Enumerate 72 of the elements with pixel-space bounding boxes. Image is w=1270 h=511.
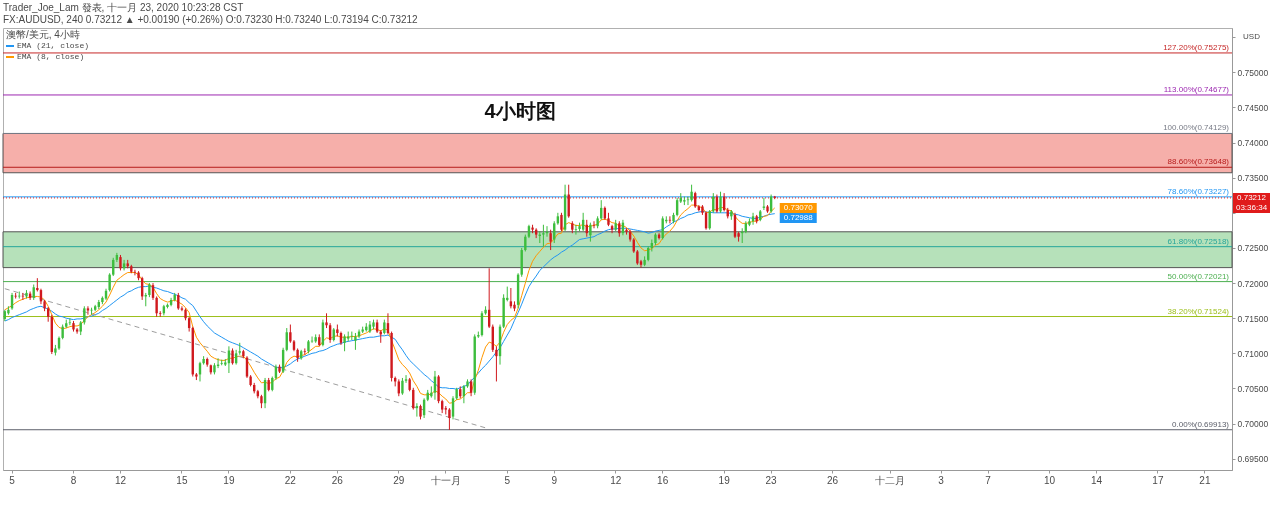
x-tick-label: 3: [938, 474, 945, 486]
candlestick: [75, 327, 79, 335]
y-tick-label: 0.71000: [1237, 348, 1269, 359]
x-tick-label: 十一月: [430, 474, 461, 486]
x-tick-label: 十二月: [875, 474, 906, 486]
ref-line-label: 0.73212 03:36:34: [1235, 192, 1268, 212]
candlestick: [686, 196, 690, 206]
candlestick: [610, 224, 614, 234]
x-tick-label: 7: [985, 474, 992, 486]
data-label: 0.72988: [783, 212, 814, 222]
ref-line-label: 38.20%(0.71524): [1167, 306, 1230, 316]
x-tick-label: 10: [1043, 474, 1056, 486]
text: 4小时图: [484, 100, 556, 122]
x-tick-label: 23: [765, 474, 778, 486]
ref-line-label: 88.60%(0.73648): [1167, 157, 1230, 167]
ref-line-label: 0.00%(0.69913): [1172, 419, 1230, 429]
y-tick-label: 0.72500: [1237, 243, 1269, 254]
candlestick: [495, 345, 498, 382]
legend-label: EMA (21, close): [17, 41, 90, 50]
ref-line-label: 61.80%(0.72518): [1167, 236, 1230, 246]
candlestick: [560, 212, 563, 232]
ref-line-label: 78.60%(0.73227): [1167, 186, 1230, 196]
data-label: 0.73070: [783, 202, 814, 212]
x-tick-label: 12: [114, 474, 127, 486]
x-tick-label: 21: [1199, 474, 1211, 486]
candlestick: [83, 305, 86, 326]
y-axis-title: USD: [1243, 31, 1261, 41]
x-tick-label: 19: [223, 474, 235, 486]
x-tick-label: 14: [1090, 474, 1103, 486]
candlestick: [661, 215, 664, 241]
y-tick-label: 0.74500: [1237, 102, 1269, 113]
legend-title: 澳幣/美元, 4小時: [6, 29, 80, 40]
y-tick-label: 0.69500: [1237, 454, 1269, 465]
candlestick: [303, 347, 307, 356]
x-tick-label: 26: [331, 474, 344, 486]
x-tick-label: 19: [718, 474, 731, 486]
candlestick: [549, 229, 552, 251]
ref-line-label: 50.00%(0.72021): [1167, 271, 1230, 281]
candlestick: [68, 317, 72, 326]
x-tick-label: 29: [393, 474, 405, 486]
x-tick-label: 15: [176, 474, 188, 486]
ref-line-label: 113.00%(0.74677): [1163, 84, 1230, 94]
x-tick-label: 16: [657, 474, 669, 486]
x-tick-label: 26: [827, 474, 839, 486]
candlestick: [762, 197, 766, 211]
candlestick: [719, 191, 722, 214]
x-tick-label: 9: [551, 474, 558, 486]
ref-line-label: 127.20%(0.75275): [1163, 42, 1230, 52]
y-tick-label: 0.75000: [1237, 67, 1269, 78]
candlestick: [574, 224, 578, 236]
y-tick-label: 0.70000: [1237, 419, 1269, 430]
x-tick-label: 12: [610, 474, 622, 486]
candlestick: [542, 224, 545, 248]
candlestick: [668, 215, 672, 224]
y-tick-label: 0.74000: [1237, 138, 1269, 149]
y-tick-label: 0.73500: [1237, 173, 1269, 184]
candlestick: [589, 222, 592, 243]
y-tick-label: 0.71500: [1237, 313, 1269, 324]
text: FX:AUDUSD, 240 0.73212 ▲ +0.00190 (+0.26%) O:0.73230 H:0.73240 L:0.73194 C:0.73212: [3, 14, 419, 25]
y-tick-label: 0.72000: [1237, 278, 1269, 289]
x-tick-label: 5: [504, 474, 511, 486]
x-tick-label: 8: [70, 474, 77, 486]
ref-line-label: 100.00%(0.74129): [1163, 123, 1230, 133]
candlestick: [708, 209, 711, 231]
candlestick: [133, 269, 137, 276]
legend-label: EMA (8, close): [17, 52, 85, 61]
x-tick-label: 17: [1152, 474, 1164, 486]
candlestick: [448, 407, 451, 431]
x-tick-label: 5: [9, 474, 16, 486]
x-tick-label: 22: [284, 474, 297, 486]
y-tick-label: 0.70500: [1237, 383, 1269, 394]
chart-subtitle: Trader_Joe_Lam 發表, 十一月 23, 2020 10:23:28 CST: [3, 2, 244, 13]
